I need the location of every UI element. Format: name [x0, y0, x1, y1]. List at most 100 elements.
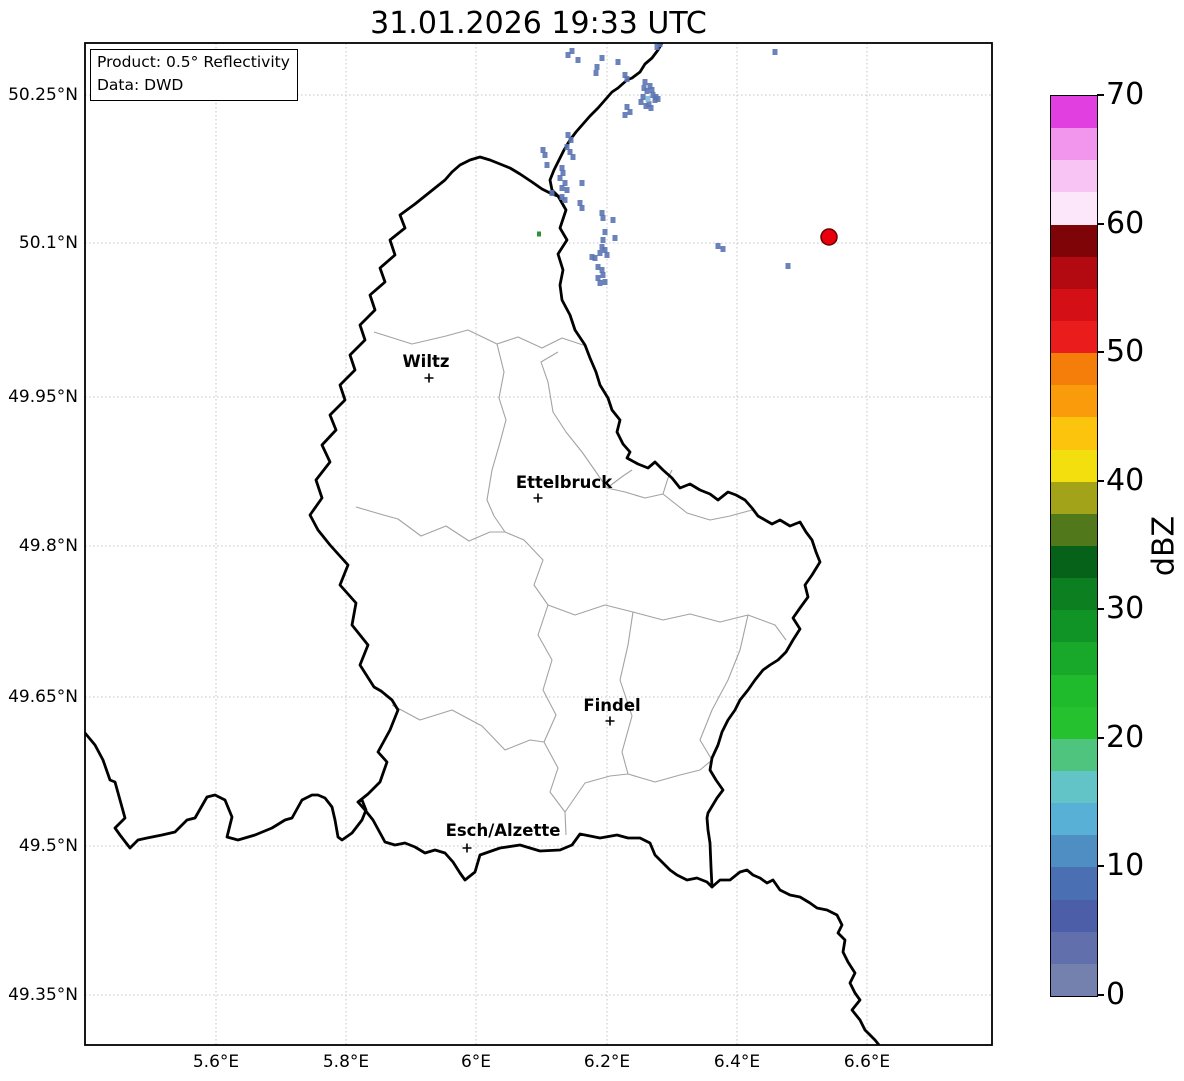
luxembourg-border — [308, 155, 822, 889]
reflectivity-echo-pixel — [557, 175, 563, 181]
colorbar-band — [1051, 449, 1097, 482]
colorbar-tick-label: 40 — [1106, 462, 1145, 498]
colorbar-band — [1051, 320, 1097, 354]
colorbar-band — [1051, 802, 1097, 836]
reflectivity-echo-pixel — [643, 103, 649, 109]
colorbar-band — [1051, 416, 1097, 450]
reflectivity-echo-pixel — [597, 250, 603, 256]
reflectivity-echo-pixel — [640, 94, 646, 100]
colorbar-tick-label: 0 — [1106, 977, 1126, 1012]
lat-tick-label: 49.8°N — [18, 536, 78, 556]
colorbar-band — [1051, 963, 1097, 996]
lat-tick-label: 49.5°N — [18, 836, 78, 856]
city-marker-cross — [533, 493, 543, 503]
lon-tick-label: 6.2°E — [583, 1052, 631, 1072]
colorbar-tickmark — [1097, 736, 1104, 739]
colorbar-band — [1051, 866, 1097, 900]
reflectivity-echo-pixel — [567, 149, 573, 155]
lat-tick-label: 49.95°N — [8, 387, 78, 407]
reflectivity-echo-pixel — [540, 147, 546, 153]
colorbar-band — [1051, 288, 1097, 321]
colorbar-band — [1051, 641, 1097, 675]
country-borders — [85, 43, 881, 1045]
graticule-gridlines — [85, 43, 992, 1045]
city-marker-cross — [424, 373, 434, 383]
reflectivity-echo-pixel — [537, 231, 541, 237]
reflectivity-echo-pixel — [646, 101, 652, 107]
colorbar-band — [1051, 706, 1097, 739]
colorbar-tickmark — [1097, 479, 1104, 482]
reflectivity-echo-pixel — [657, 43, 663, 47]
city-label: Ettelbruck — [516, 473, 613, 492]
lat-tick-label: 50.1°N — [18, 233, 78, 253]
reflectivity-echo-pixel — [622, 112, 628, 118]
colorbar-tick-label: 20 — [1106, 719, 1145, 755]
reflectivity-echo-pixel — [594, 64, 600, 70]
reflectivity-echo-pixel — [648, 105, 654, 111]
reflectivity-echo-pixel — [785, 263, 791, 269]
reflectivity-echo-pixel — [562, 180, 568, 186]
reflectivity-echo-pixel — [542, 152, 548, 158]
reflectivity-echo-pixel — [602, 229, 608, 235]
colorbar-band — [1051, 352, 1097, 386]
colorbar-band — [1051, 95, 1097, 129]
city-marker-cross — [605, 716, 615, 726]
lon-tick-label: 6.6°E — [843, 1052, 891, 1072]
city-label: Esch/Alzette — [446, 821, 561, 840]
reflectivity-echo-pixel — [647, 83, 653, 89]
colorbar-tick-label: 50 — [1106, 334, 1145, 370]
reflectivity-echo-pixel — [592, 255, 598, 261]
colorbar-tickmark — [1097, 222, 1104, 225]
reflectivity-colorbar — [1050, 95, 1098, 997]
reflectivity-echo-pixel — [599, 244, 605, 250]
reflectivity-echo-pixel — [627, 109, 633, 115]
reflectivity-echo-pixel — [642, 79, 648, 85]
colorbar-band — [1051, 899, 1097, 932]
reflectivity-echo-pixel — [644, 88, 650, 94]
reflectivity-echo-pixel — [715, 243, 721, 249]
colorbar-band — [1051, 834, 1097, 868]
reflectivity-echo-pixel — [599, 210, 605, 216]
colorbar-band — [1051, 609, 1097, 643]
lon-tick-label: 5.8°E — [322, 1052, 370, 1072]
figure-title: 31.01.2026 19:33 UTC — [370, 6, 707, 41]
reflectivity-echo-pixel — [549, 190, 555, 196]
colorbar-band — [1051, 738, 1097, 771]
colorbar-band — [1051, 159, 1097, 193]
colorbar-band — [1051, 545, 1097, 579]
canton-borders — [355, 329, 787, 836]
reflectivity-echo-pixel — [650, 92, 656, 98]
reflectivity-echo-pixel — [615, 59, 621, 65]
lat-tick-label: 49.65°N — [8, 687, 78, 707]
colorbar-band — [1051, 384, 1097, 418]
reflectivity-echo-pixel — [562, 197, 568, 203]
reflectivity-echo-pixel — [559, 165, 565, 171]
reflectivity-echo-pixel — [577, 200, 583, 206]
reflectivity-echo-layer — [537, 43, 791, 286]
reflectivity-echo-pixel — [610, 217, 616, 223]
lon-tick-label: 5.6°E — [192, 1052, 240, 1072]
lon-tick-label: 6.4°E — [713, 1052, 761, 1072]
reflectivity-echo-pixel — [622, 72, 628, 78]
plot-frame — [84, 42, 993, 1046]
reflectivity-echo-pixel — [568, 137, 574, 143]
reflectivity-echo-pixel — [579, 180, 585, 186]
product-line: Product: 0.5° Reflectivity — [97, 53, 290, 71]
data-source-line: Data: DWD — [97, 76, 184, 94]
colorbar-band — [1051, 481, 1097, 514]
colorbar-band — [1051, 256, 1097, 289]
reflectivity-echo-pixel — [604, 252, 610, 258]
reflectivity-echo-pixel — [641, 85, 647, 91]
reflectivity-echo-pixel — [560, 170, 566, 176]
reflectivity-echo-pixel — [579, 205, 585, 211]
reflectivity-echo-pixel — [720, 246, 726, 252]
colorbar-tick-label: 70 — [1106, 77, 1145, 112]
colorbar-tickmark — [1097, 608, 1104, 611]
radar-site-marker — [820, 228, 838, 246]
reflectivity-echo-pixel — [595, 275, 601, 281]
colorbar-band — [1051, 674, 1097, 707]
reflectivity-echo-pixel — [645, 96, 651, 102]
reflectivity-echo-pixel — [649, 87, 655, 93]
colorbar-band — [1051, 127, 1097, 161]
